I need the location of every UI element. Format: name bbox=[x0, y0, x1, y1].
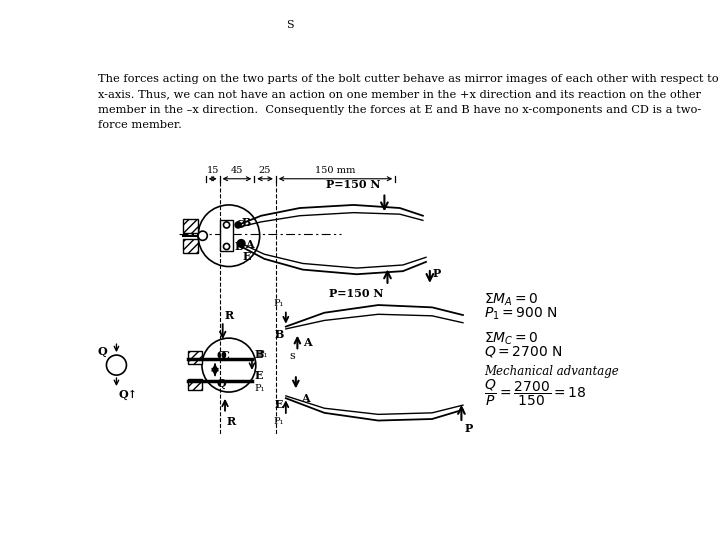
Text: Q: Q bbox=[217, 350, 226, 361]
Text: $\Sigma M_C = 0$: $\Sigma M_C = 0$ bbox=[485, 330, 539, 347]
Text: force member.: force member. bbox=[98, 120, 182, 130]
Bar bbox=[188, 351, 202, 363]
Circle shape bbox=[235, 222, 241, 228]
Text: B: B bbox=[274, 329, 284, 340]
Text: C: C bbox=[235, 219, 244, 231]
Text: P₁: P₁ bbox=[273, 417, 284, 427]
Text: 45: 45 bbox=[230, 166, 243, 175]
Text: P: P bbox=[432, 268, 441, 279]
Bar bbox=[220, 220, 233, 251]
Text: R: R bbox=[227, 416, 235, 427]
Text: P: P bbox=[464, 423, 473, 434]
Text: P=150 N: P=150 N bbox=[329, 288, 384, 299]
Text: S: S bbox=[286, 20, 294, 30]
Circle shape bbox=[223, 244, 230, 249]
Text: 25: 25 bbox=[259, 166, 271, 175]
Text: E: E bbox=[275, 399, 284, 410]
Bar bbox=[183, 239, 198, 253]
Text: $P_1 = 900\ \mathrm{N}$: $P_1 = 900\ \mathrm{N}$ bbox=[485, 306, 559, 322]
Text: Q: Q bbox=[217, 378, 226, 389]
Text: B: B bbox=[254, 349, 264, 360]
Text: P₁: P₁ bbox=[257, 350, 268, 359]
Bar bbox=[188, 379, 202, 390]
Text: $\dfrac{Q}{P} = \dfrac{2700}{150} = 18$: $\dfrac{Q}{P} = \dfrac{2700}{150} = 18$ bbox=[485, 377, 587, 408]
Text: P₁: P₁ bbox=[273, 299, 284, 308]
Bar bbox=[183, 219, 198, 233]
Text: The forces acting on the two parts of the bolt cutter behave as mirror images of: The forces acting on the two parts of th… bbox=[98, 74, 719, 84]
Text: member in the –x direction.  Consequently the forces at E and B have no x-compon: member in the –x direction. Consequently… bbox=[98, 105, 701, 115]
Text: 15: 15 bbox=[207, 166, 219, 175]
Circle shape bbox=[198, 231, 207, 240]
Text: s: s bbox=[289, 351, 295, 361]
Text: $\Sigma M_A = 0$: $\Sigma M_A = 0$ bbox=[485, 292, 539, 308]
Text: 150 mm: 150 mm bbox=[315, 166, 356, 175]
Text: R: R bbox=[225, 310, 234, 321]
Text: $Q = 2700\ \mathrm{N}$: $Q = 2700\ \mathrm{N}$ bbox=[485, 345, 563, 359]
Text: D: D bbox=[235, 241, 245, 252]
Text: B: B bbox=[241, 217, 251, 228]
Text: A: A bbox=[245, 239, 253, 251]
Text: A: A bbox=[301, 393, 310, 404]
Text: P₁: P₁ bbox=[254, 384, 265, 393]
Circle shape bbox=[238, 240, 245, 247]
Text: P=150 N: P=150 N bbox=[326, 179, 381, 190]
Circle shape bbox=[223, 222, 230, 228]
Text: Q↑: Q↑ bbox=[119, 389, 138, 400]
Text: E: E bbox=[254, 370, 263, 381]
Text: Q: Q bbox=[98, 346, 107, 357]
Text: x-axis. Thus, we can not have an action on one member in the +x direction and it: x-axis. Thus, we can not have an action … bbox=[98, 90, 701, 99]
Text: C: C bbox=[220, 349, 230, 361]
Text: E: E bbox=[243, 251, 251, 262]
Text: A: A bbox=[303, 336, 312, 348]
Text: Mechanical advantage: Mechanical advantage bbox=[485, 365, 619, 378]
